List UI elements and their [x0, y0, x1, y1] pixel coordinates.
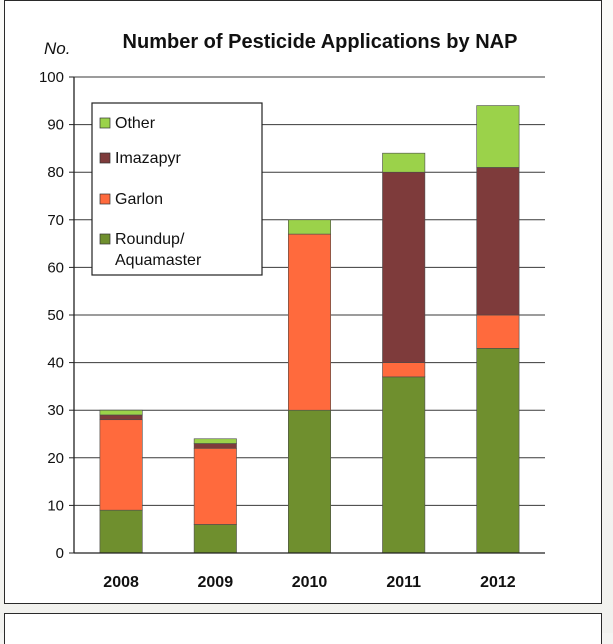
legend-swatch: [99, 193, 111, 205]
bar-segment: [193, 438, 237, 444]
legend-label: Roundup/: [115, 231, 185, 248]
bar-segment: [193, 443, 237, 449]
bar-segment: [288, 409, 331, 554]
legend-box: [91, 102, 263, 276]
bar-segment: [382, 152, 426, 173]
y-tick-label: 10: [47, 497, 64, 514]
y-tick-label: 100: [39, 69, 64, 86]
legend-swatch: [99, 233, 111, 245]
y-tick-label: 50: [47, 307, 64, 324]
bar-segment: [288, 233, 331, 411]
bar-segment: [99, 414, 143, 421]
bar-segment: [99, 419, 143, 511]
x-tick-label: 2011: [386, 574, 421, 591]
x-tick-label: 2012: [480, 574, 516, 591]
y-tick-label: 60: [47, 259, 64, 276]
x-tick-labels: 2008 2009 2010 2011 2012: [103, 574, 515, 591]
bar-segment: [193, 447, 237, 525]
y-tick-label: 40: [47, 355, 64, 372]
bar-segment: [288, 219, 331, 235]
y-axis-unit-label: No.: [44, 39, 70, 58]
y-tick-label: 70: [47, 212, 64, 229]
y-tick-label: 0: [56, 545, 64, 562]
axes-group: [69, 76, 545, 554]
bar-segment: [382, 376, 426, 554]
legend-swatch: [99, 117, 111, 129]
x-tick-label: 2008: [103, 574, 139, 591]
legend: Other Imazapyr Garlon Roundup/Aquamaster: [91, 102, 263, 276]
y-tick-label: 20: [47, 450, 64, 467]
legend-label: Garlon: [115, 191, 163, 208]
bar-segment: [382, 171, 426, 363]
bar-segment: [99, 409, 143, 416]
legend-label: Imazapyr: [115, 150, 181, 167]
bar-segment: [476, 348, 520, 554]
legend-swatch: [99, 152, 111, 164]
bars-group: [99, 105, 520, 554]
x-tick-label: 2010: [292, 574, 328, 591]
y-tick-label: 90: [47, 117, 64, 134]
legend-label: Aquamaster: [115, 252, 202, 269]
chart-title: Number of Pesticide Applications by NAP: [123, 31, 518, 53]
x-tick-label: 2009: [198, 574, 234, 591]
y-tick-label: 30: [47, 402, 64, 419]
bar-segment: [382, 362, 426, 378]
bar-segment: [476, 314, 520, 349]
bar-segment: [99, 509, 143, 554]
y-tick-labels: 0 10 20 30 40 50 60 70 80 90 100: [39, 69, 64, 562]
bar-segment: [193, 524, 237, 554]
bar-segment: [476, 167, 520, 316]
bar-segment: [476, 105, 520, 168]
legend-label: Other: [115, 115, 156, 132]
y-tick-label: 80: [47, 164, 64, 181]
